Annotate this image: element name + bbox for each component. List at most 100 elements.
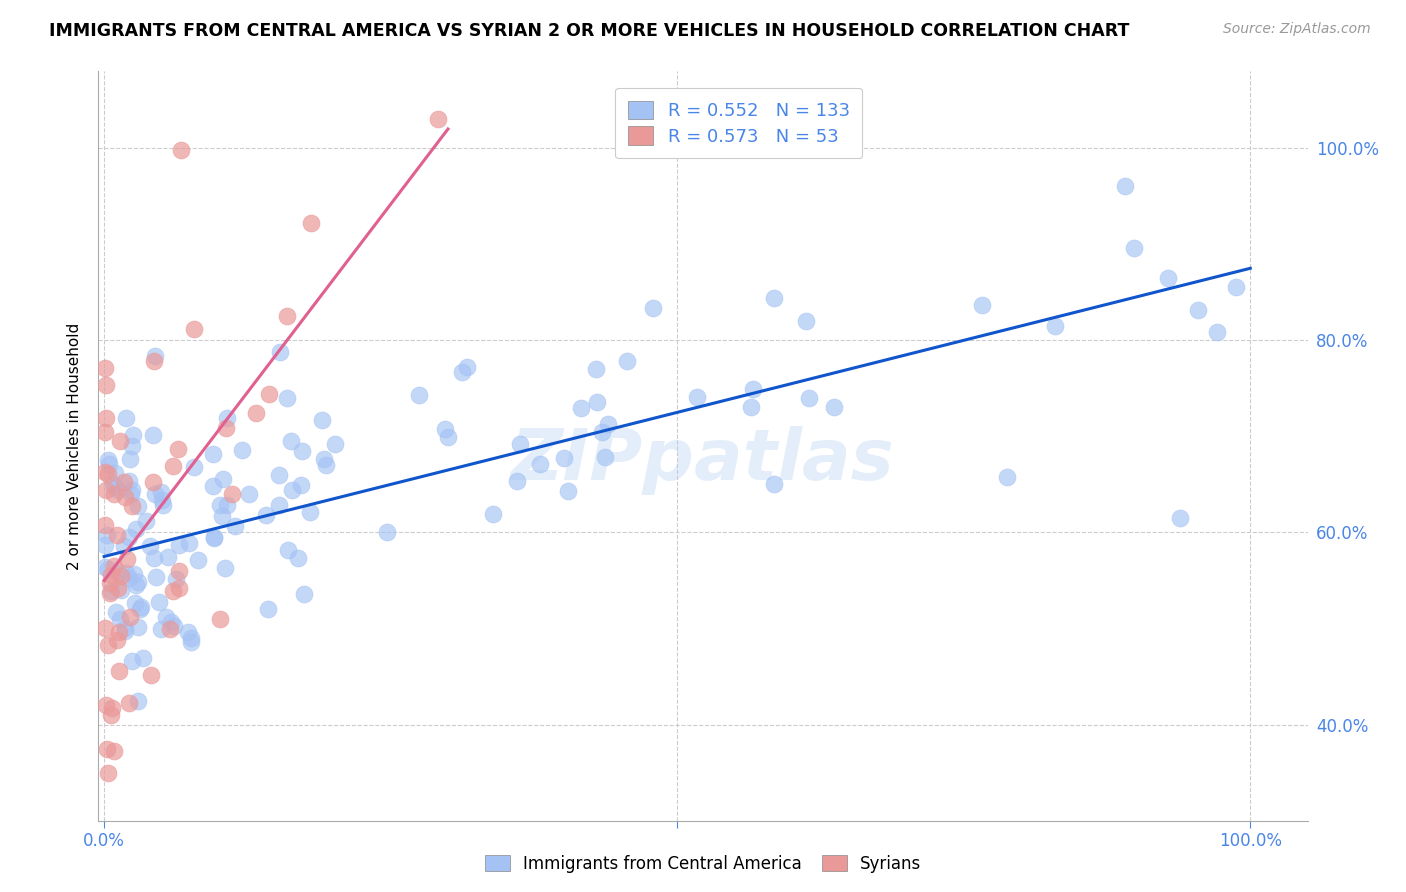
Point [107, 483, 129, 497]
Point [120, 609, 142, 624]
Point [94, 377, 117, 392]
Point [314, 452, 336, 467]
Point [177, 536, 200, 550]
Point [96, 527, 118, 541]
Point [176, 625, 198, 640]
Point [108, 566, 131, 581]
Point [585, 362, 607, 376]
Point [114, 566, 136, 580]
Point [217, 498, 239, 512]
Point [110, 569, 132, 583]
Point [208, 498, 231, 512]
Point [97, 765, 120, 780]
Point [100, 568, 122, 582]
Point [127, 499, 149, 513]
Point [152, 498, 174, 512]
Point [215, 410, 238, 425]
Point [1206, 325, 1229, 339]
Point [267, 498, 290, 512]
Point [94, 560, 117, 574]
Point [107, 665, 129, 679]
Point [238, 487, 260, 501]
Point [215, 421, 238, 435]
Point [162, 458, 184, 473]
Point [96, 742, 118, 756]
Point [169, 581, 191, 595]
Point [112, 540, 135, 554]
Point [823, 400, 845, 414]
Point [108, 612, 131, 626]
Point [121, 483, 143, 497]
Point [408, 387, 430, 401]
Point [159, 622, 181, 636]
Point [127, 693, 149, 707]
Point [1114, 179, 1136, 194]
Point [103, 559, 125, 574]
Text: ZIPpatlas: ZIPpatlas [512, 426, 894, 495]
Point [128, 601, 150, 615]
Point [299, 216, 322, 230]
Point [148, 595, 170, 609]
Point [107, 582, 129, 596]
Point [170, 143, 193, 157]
Point [103, 744, 125, 758]
Point [291, 443, 314, 458]
Point [375, 525, 398, 540]
Point [315, 458, 337, 472]
Point [105, 632, 128, 647]
Point [94, 538, 117, 552]
Point [110, 434, 132, 449]
Point [598, 417, 620, 431]
Point [114, 490, 136, 504]
Point [143, 550, 166, 565]
Point [183, 322, 205, 336]
Point [183, 459, 205, 474]
Point [202, 531, 225, 545]
Point [323, 437, 346, 451]
Point [450, 365, 472, 379]
Point [118, 571, 141, 585]
Point [799, 391, 821, 405]
Point [995, 470, 1018, 484]
Point [231, 443, 253, 458]
Point [94, 483, 117, 498]
Point [299, 505, 322, 519]
Point [426, 112, 449, 127]
Point [122, 427, 145, 442]
Point [162, 583, 184, 598]
Point [211, 472, 233, 486]
Point [94, 517, 117, 532]
Point [114, 621, 136, 635]
Legend: R = 0.552   N = 133, R = 0.573   N = 53: R = 0.552 N = 133, R = 0.573 N = 53 [616, 88, 862, 158]
Point [118, 696, 141, 710]
Point [167, 442, 190, 456]
Point [187, 552, 209, 566]
Point [152, 492, 174, 507]
Point [276, 391, 298, 405]
Point [120, 487, 142, 501]
Point [121, 499, 143, 513]
Point [93, 621, 115, 635]
Point [104, 466, 127, 480]
Point [165, 572, 187, 586]
Point [97, 452, 120, 467]
Point [553, 450, 575, 465]
Point [529, 457, 551, 471]
Point [269, 467, 291, 482]
Point [124, 596, 146, 610]
Point [1168, 511, 1191, 525]
Point [201, 478, 224, 492]
Point [118, 475, 141, 489]
Text: IMMIGRANTS FROM CENTRAL AMERICA VS SYRIAN 2 OR MORE VEHICLES IN HOUSEHOLD CORREL: IMMIGRANTS FROM CENTRAL AMERICA VS SYRIA… [49, 22, 1129, 40]
Point [202, 530, 225, 544]
Point [685, 390, 707, 404]
Point [245, 406, 267, 420]
Point [115, 410, 138, 425]
Point [641, 301, 664, 316]
Point [436, 430, 458, 444]
Point [221, 487, 243, 501]
Point [121, 439, 143, 453]
Point [287, 550, 309, 565]
Point [569, 401, 592, 415]
Point [281, 483, 304, 497]
